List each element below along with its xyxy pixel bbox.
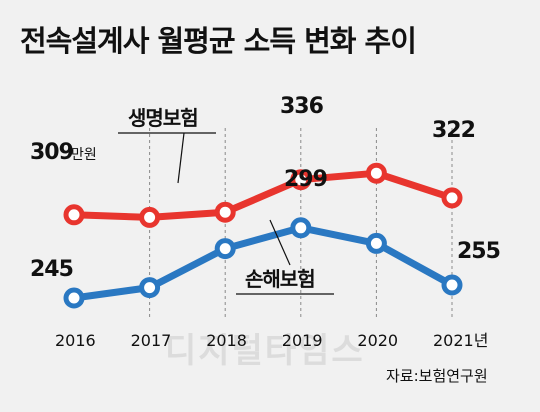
data-label-0-0: 309 [30, 140, 73, 165]
data-point-1-0 [63, 287, 85, 309]
chart-title: 전속설계사 월평균 소득 변화 추이 [20, 24, 417, 58]
data-point-0-2 [214, 201, 236, 223]
x-tick-label-3: 2019 [282, 331, 323, 350]
series-label-leader-1 [269, 219, 291, 266]
x-tick-label-4: 2020 [357, 331, 398, 350]
x-tick-label-2: 2018 [206, 331, 247, 350]
data-label-unit: 만원 [71, 147, 97, 163]
data-point-1-4 [365, 232, 387, 254]
x-tick-label-5: 2021년 [433, 331, 488, 350]
series-label-1: 손해보험 [245, 267, 315, 291]
data-point-0-1 [139, 206, 161, 228]
series-line-0 [70, 169, 456, 221]
data-point-1-1 [139, 277, 161, 299]
series-line-1 [70, 224, 456, 302]
data-label-1-5: 255 [457, 239, 500, 264]
data-point-0-0 [63, 204, 85, 226]
data-label-1-0: 245 [30, 257, 73, 282]
x-tick-label-1: 2017 [131, 331, 172, 350]
x-tick-label-0: 2016 [55, 331, 96, 350]
data-label-1-3: 299 [284, 167, 327, 192]
data-point-0-3 [290, 169, 312, 191]
series-label-0: 생명보험 [128, 106, 198, 130]
data-point-0-4 [365, 162, 387, 184]
source-note: 자료:보험연구원 [386, 367, 488, 385]
data-label-0-5: 322 [432, 118, 475, 143]
data-point-1-5 [441, 274, 463, 296]
data-point-0-5 [441, 187, 463, 209]
data-label-0-3: 336 [280, 94, 324, 119]
data-point-1-3 [290, 217, 312, 239]
watermark: 디지털타임스 [165, 331, 365, 371]
data-point-1-2 [214, 238, 236, 260]
series-label-leader-0 [177, 132, 185, 184]
